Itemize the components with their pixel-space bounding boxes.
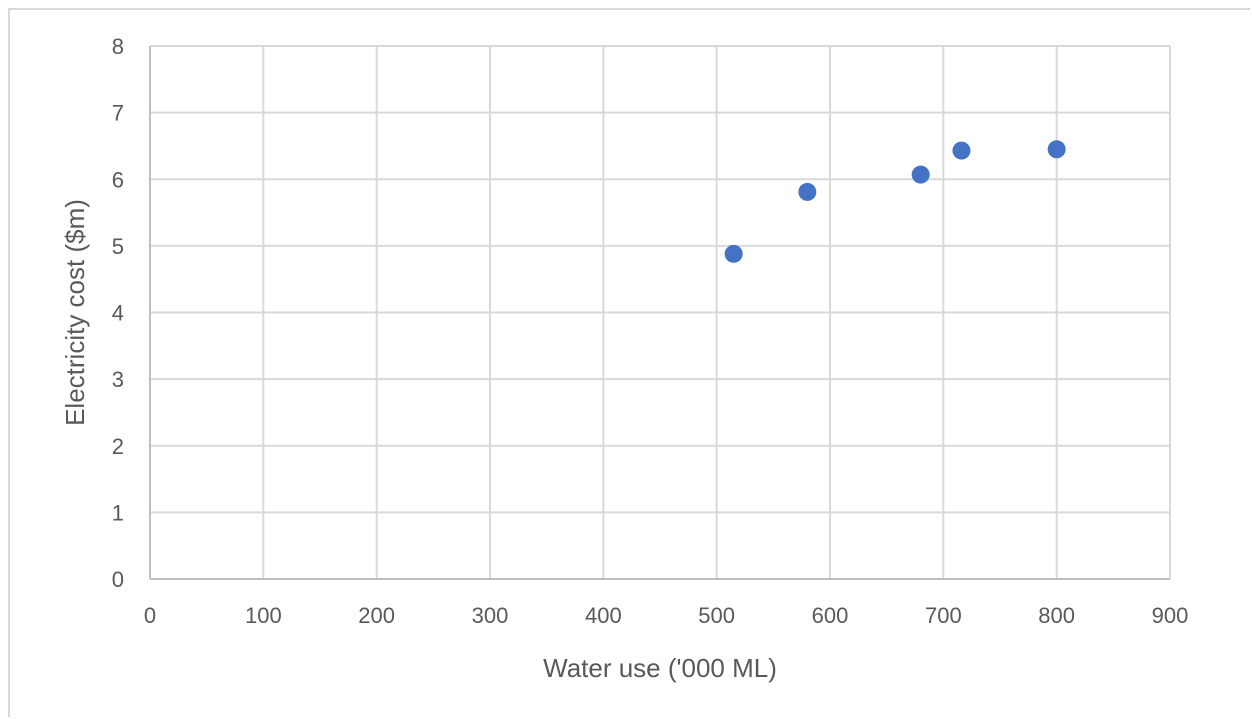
data-points [724,140,1066,263]
data-point [798,182,817,201]
x-tick-label: 500 [698,603,735,628]
x-tick-label: 300 [472,603,509,628]
x-tick-label: 800 [1038,603,1075,628]
data-point [952,141,971,160]
x-tick-label: 900 [1152,603,1189,628]
y-tick-label: 6 [112,167,124,192]
y-tick-label: 3 [112,367,124,392]
grid-lines [150,45,1171,579]
data-point [1047,140,1066,159]
x-tick-labels: 0 100 200 300 400 500 600 700 800 900 [144,603,1188,628]
y-tick-label: 8 [112,34,124,59]
x-tick-label: 100 [245,603,282,628]
y-tick-label: 4 [112,301,124,326]
y-tick-label: 1 [112,500,124,525]
x-tick-label: 400 [585,603,622,628]
x-tick-label: 700 [925,603,962,628]
y-tick-label: 0 [112,567,124,592]
y-tick-label: 7 [112,101,124,126]
x-tick-label: 200 [358,603,395,628]
y-tick-label: 5 [112,234,124,259]
y-tick-labels: 0 1 2 3 4 5 6 7 8 [112,34,124,592]
chart-frame [8,8,1250,717]
x-tick-label: 0 [144,603,156,628]
x-tick-label: 600 [812,603,849,628]
data-point [724,244,743,263]
axes [149,46,1170,580]
y-axis-title: Electricity cost ($m) [60,199,90,426]
data-point [911,165,930,184]
x-axis-title: Water use ('000 ML) [543,653,777,683]
y-tick-label: 2 [112,434,124,459]
